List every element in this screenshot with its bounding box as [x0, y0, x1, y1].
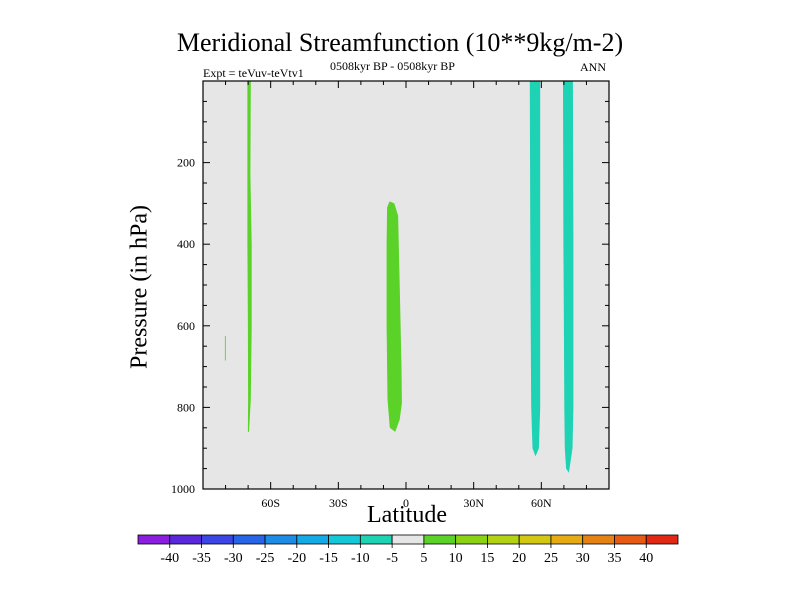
contour-region-5: [563, 81, 574, 473]
colorbar-label: -15: [319, 551, 338, 566]
colorbar-swatch: [169, 534, 202, 545]
x-tick-label: 60S: [261, 496, 280, 510]
x-tick-label: 60N: [531, 496, 552, 510]
colorbar-swatch: [296, 534, 329, 545]
y-tick-label: 400: [177, 237, 195, 251]
contour-region-2: [224, 336, 226, 361]
colorbar-label: -10: [351, 551, 370, 566]
contour-region-3: [386, 201, 402, 432]
period-label: 0508kyr BP - 0508kyr BP: [330, 59, 455, 73]
y-tick-label: 800: [177, 400, 195, 414]
colorbar-label: -30: [224, 551, 243, 566]
x-tick-label: 30S: [329, 496, 348, 510]
colorbar-label: -20: [287, 551, 306, 566]
colorbar-swatch: [582, 534, 615, 545]
colorbar-label: -35: [192, 551, 211, 566]
colorbar-swatch: [264, 534, 298, 545]
colorbar-label: -25: [256, 551, 275, 566]
colorbar-label: 40: [639, 551, 653, 566]
x-tick-label: 30N: [463, 496, 484, 510]
colorbar-label: 25: [544, 551, 558, 566]
colorbar-label: 5: [420, 551, 427, 566]
colorbar-label: -40: [160, 551, 179, 566]
plot-background: [203, 81, 609, 489]
y-tick-label: 1000: [171, 482, 195, 496]
colorbar-label: 30: [576, 551, 590, 566]
plot-area: 60S 30S 0 30N 60N 200 400 600 800 1000: [171, 80, 610, 510]
colorbar-swatch: [201, 534, 234, 545]
colorbar-swatch: [518, 534, 552, 545]
colorbar-label: 10: [449, 551, 463, 566]
colorbar-swatch: [137, 534, 171, 545]
colorbar-label: 20: [512, 551, 526, 566]
colorbar-swatch: [423, 534, 457, 545]
colorbar-swatch: [359, 534, 393, 545]
experiment-label: Expt = teVuv-teVtv1: [203, 66, 304, 80]
colorbar-label: 35: [607, 551, 621, 566]
colorbar-swatch: [391, 534, 425, 545]
colorbar-swatch: [328, 534, 361, 545]
y-tick-label: 200: [177, 156, 195, 170]
contour-region-4: [529, 81, 541, 457]
colorbar-label: -5: [386, 551, 398, 566]
colorbar-swatch: [614, 534, 647, 545]
colorbar-swatch: [550, 534, 584, 545]
x-axis-label: Latitude: [367, 502, 447, 528]
colorbar-swatch: [645, 534, 679, 545]
season-label: ANN: [580, 60, 606, 74]
colorbar-swatch: [455, 534, 488, 545]
colorbar-label: 15: [480, 551, 494, 566]
x-tick-label: 0: [403, 496, 409, 510]
colorbar-swatch: [232, 534, 266, 545]
contour-region-1: [247, 81, 252, 432]
colorbar-swatch: [487, 534, 520, 545]
chart-title: Meridional Streamfunction (10**9kg/m-2): [176, 28, 624, 57]
colorbar: -40 -35 -30 -25 -20 -15 -10 -5 5 10 15 20 25 30 35 40: [137, 534, 679, 566]
y-tick-label: 600: [177, 319, 195, 333]
